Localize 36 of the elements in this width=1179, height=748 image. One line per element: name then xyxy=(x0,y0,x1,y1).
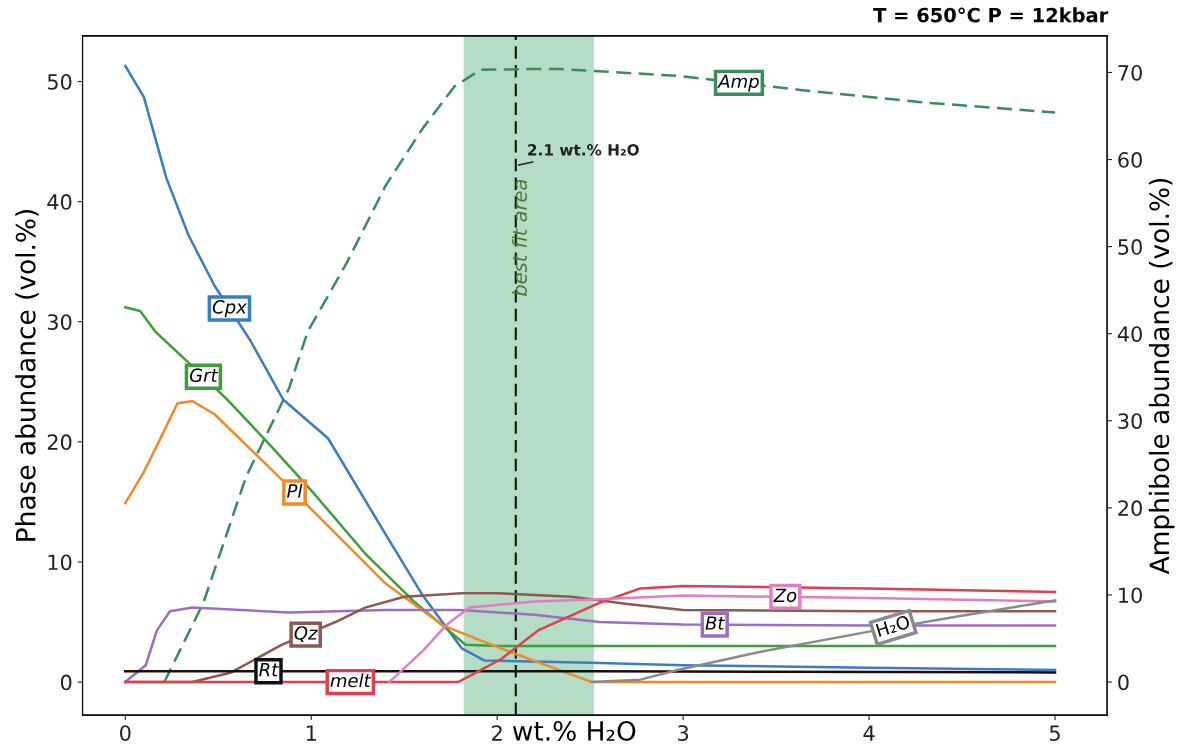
series-label: Amp xyxy=(717,74,759,92)
y-tick-label: 10 xyxy=(48,554,72,571)
ref-line-label: 2.1 wt.% H₂O xyxy=(528,144,639,156)
chart-title: T = 650°C P = 12kbar xyxy=(873,7,1109,23)
text: H₂O xyxy=(875,614,911,638)
y-tick-label: 50 xyxy=(47,74,72,90)
y2-axis-title: Amphibole abundance (vol.%) xyxy=(1148,178,1175,575)
x-tick-label: 4 xyxy=(863,725,875,741)
y2-tick-label: 60 xyxy=(1118,152,1142,168)
x-axis-title: wt.% H₂O xyxy=(512,720,636,741)
x-tick-label: 1 xyxy=(306,725,316,741)
y2-tick-label: 50 xyxy=(1118,239,1142,255)
series-label: Rt xyxy=(259,663,279,677)
series-label: Pl xyxy=(287,483,303,498)
y-tick-label: 40 xyxy=(47,194,72,210)
series-label: Bt xyxy=(705,616,726,630)
series-label: Qz xyxy=(294,626,318,642)
y2-tick-label: 40 xyxy=(1117,326,1142,342)
y2-tick-label: 30 xyxy=(1118,413,1142,429)
y2-tick-label: 10 xyxy=(1119,587,1142,604)
band-label: best fit area xyxy=(511,179,527,297)
series-label: melt xyxy=(330,673,372,688)
y-axis-title: Phase abundance (vol.%) xyxy=(15,210,39,541)
y2-tick-label: 0 xyxy=(1118,674,1129,691)
y-tick-label: 20 xyxy=(47,434,72,451)
series-label: Cpx xyxy=(212,300,247,318)
y2-tick-label: 20 xyxy=(1118,500,1142,517)
x-tick-label: 0 xyxy=(120,725,131,741)
series-label: Grt xyxy=(189,368,219,383)
x-tick-label: 3 xyxy=(678,725,689,741)
y-tick-label: 30 xyxy=(47,314,72,330)
y-tick-label: 0 xyxy=(60,674,72,691)
y2-tick-label: 70 xyxy=(1118,64,1142,81)
x-tick-label: 2 xyxy=(492,725,502,741)
x-tick-label: 5 xyxy=(1050,725,1060,741)
series-label: Zo xyxy=(773,588,797,603)
